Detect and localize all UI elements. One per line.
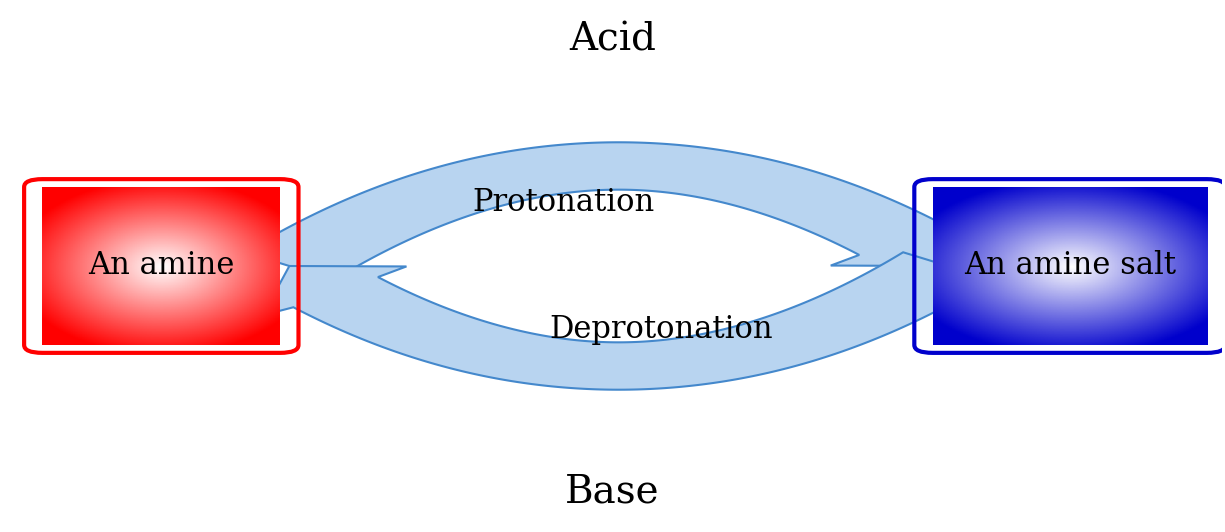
Polygon shape <box>245 142 975 280</box>
Text: Acid: Acid <box>568 21 657 58</box>
Text: Protonation: Protonation <box>473 187 655 218</box>
Text: Deprotonation: Deprotonation <box>550 314 773 345</box>
Text: Base: Base <box>565 474 660 511</box>
Text: An amine: An amine <box>88 251 234 281</box>
Polygon shape <box>262 252 992 390</box>
Text: An amine salt: An amine salt <box>964 251 1176 281</box>
